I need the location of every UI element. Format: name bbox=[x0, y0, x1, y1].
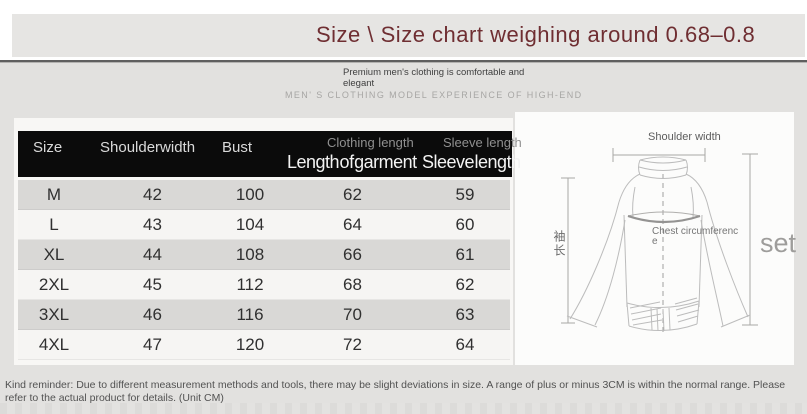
table-row: 4XL 47 120 72 64 bbox=[18, 330, 510, 360]
col-header-sleeve-length: Sleeve length bbox=[443, 135, 522, 150]
cell-shoulder: 42 bbox=[143, 184, 162, 204]
cell-sleeve: 60 bbox=[455, 214, 475, 234]
subtitle-text: Premium men's clothing is comfortable an… bbox=[343, 67, 525, 90]
cell-clothing: 62 bbox=[343, 184, 362, 204]
cell-bust: 116 bbox=[236, 304, 264, 324]
col-header-length-of-garment: Length of garment bbox=[287, 152, 417, 172]
page-title: Size \ Size chart weighing around 0.68–0… bbox=[316, 22, 756, 47]
cell-shoulder: 46 bbox=[143, 304, 162, 324]
cell-shoulder: 43 bbox=[143, 214, 162, 234]
table-row: 2XL 45 112 68 62 bbox=[18, 270, 510, 300]
table-row: L 43 104 64 60 bbox=[18, 210, 510, 240]
table-row: M 42 100 62 59 bbox=[18, 180, 510, 210]
cell-clothing: 64 bbox=[343, 214, 362, 234]
chest-circumference-label: Chest circumferenc e bbox=[652, 227, 738, 247]
cell-size: M bbox=[46, 184, 62, 204]
cell-sleeve: 59 bbox=[455, 184, 475, 204]
jacket-sketch-icon bbox=[561, 148, 758, 335]
cell-shoulder: 45 bbox=[143, 274, 162, 294]
jacket-diagram: Shoulder width 袖长 Chest circumferenc e se… bbox=[515, 112, 797, 365]
cell-bust: 120 bbox=[235, 334, 265, 354]
shoulder-width-label: Shoulder width bbox=[648, 131, 721, 143]
sleeve-length-label-cn: 袖长 bbox=[552, 230, 566, 258]
col-header-size: Size bbox=[33, 139, 63, 156]
cell-size: 2XL bbox=[38, 274, 70, 294]
cell-sleeve: 61 bbox=[455, 244, 475, 264]
cell-size: L bbox=[49, 214, 59, 234]
divider-line bbox=[0, 60, 807, 63]
set-label: set bbox=[760, 228, 797, 258]
cell-clothing: 66 bbox=[343, 244, 362, 264]
bottom-texture-strip bbox=[0, 403, 807, 414]
chest-label-line1: Chest circumferenc bbox=[652, 226, 739, 237]
reminder-note: Kind reminder: Due to different measurem… bbox=[5, 379, 786, 404]
table-row: XL 44 108 66 61 bbox=[18, 240, 510, 270]
cell-clothing: 70 bbox=[343, 304, 362, 324]
size-table: Size Shoulderwidth Bust Clothing length … bbox=[14, 118, 522, 365]
cell-sleeve: 63 bbox=[455, 304, 475, 324]
cell-size: XL bbox=[43, 244, 65, 264]
size-table-body: M 42 100 62 59 L 43 104 64 60 XL 44 108 … bbox=[18, 180, 510, 360]
cell-bust: 104 bbox=[235, 214, 265, 234]
cell-bust: 112 bbox=[236, 274, 264, 294]
cell-bust: 100 bbox=[235, 184, 265, 204]
cell-sleeve: 62 bbox=[455, 274, 475, 294]
cell-clothing: 72 bbox=[343, 334, 362, 354]
cell-bust: 108 bbox=[235, 244, 265, 264]
chest-label-line2: e bbox=[652, 236, 658, 247]
col-header-bust: Bust bbox=[222, 139, 253, 156]
col-header-sleeve-length-sub: Sleeve length bbox=[422, 152, 521, 172]
cell-shoulder: 44 bbox=[143, 244, 162, 264]
cell-shoulder: 47 bbox=[143, 334, 162, 354]
title-band bbox=[12, 14, 805, 57]
size-table-header: Size Shoulderwidth Bust Clothing length … bbox=[18, 131, 522, 177]
col-header-shoulderwidth: Shoulderwidth bbox=[100, 139, 196, 156]
cell-size: 3XL bbox=[38, 304, 70, 324]
cell-clothing: 68 bbox=[343, 274, 362, 294]
cell-sleeve: 64 bbox=[455, 334, 475, 354]
cell-size: 4XL bbox=[38, 334, 70, 354]
table-row: 3XL 46 116 70 63 bbox=[18, 300, 510, 330]
col-header-clothing-length: Clothing length bbox=[327, 135, 414, 150]
tagline-text: MEN' S CLOTHING MODEL EXPERIENCE OF HIGH… bbox=[285, 90, 583, 100]
